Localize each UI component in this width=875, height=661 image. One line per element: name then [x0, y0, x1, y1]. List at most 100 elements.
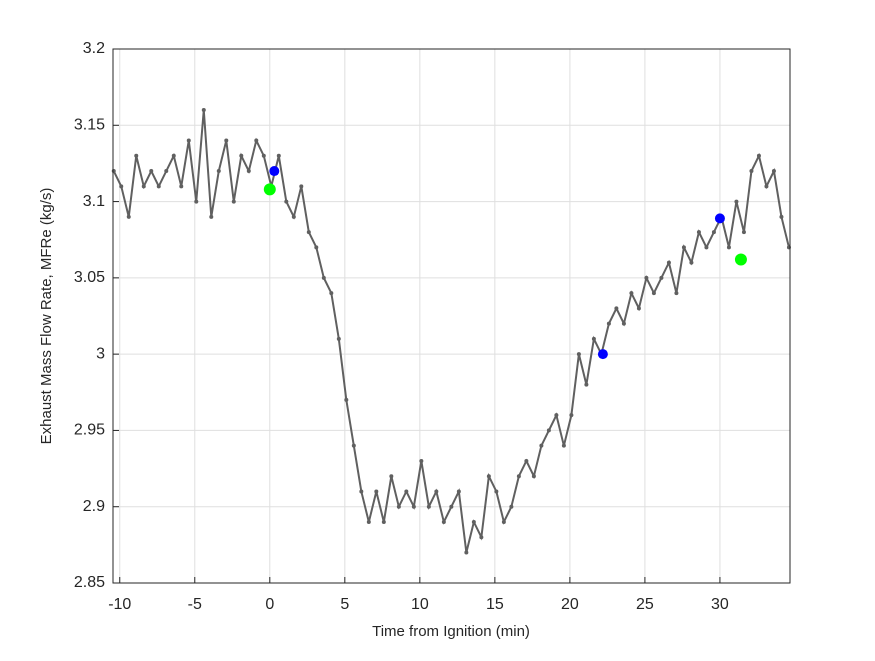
data-point [629, 291, 634, 296]
x-tick-label: 0 [265, 596, 274, 613]
data-point [764, 184, 769, 189]
data-point [464, 550, 469, 555]
data-point [591, 336, 596, 341]
data-point [614, 306, 619, 311]
data-point [156, 184, 161, 189]
x-tick-label: 30 [711, 596, 729, 613]
data-point [276, 153, 281, 158]
data-point [696, 230, 701, 235]
x-tick-label: -10 [108, 596, 131, 613]
data-point [179, 184, 184, 189]
data-point [389, 474, 394, 479]
y-tick-label: 3.2 [83, 40, 105, 57]
data-point [359, 489, 364, 494]
data-point [471, 519, 476, 524]
data-point [666, 260, 671, 265]
data-point [501, 519, 506, 524]
data-point [366, 519, 371, 524]
data-point [779, 214, 784, 219]
data-point [494, 489, 499, 494]
data-point [201, 108, 206, 113]
data-point [621, 321, 626, 326]
data-point [141, 184, 146, 189]
marker [734, 253, 747, 266]
data-point [516, 474, 521, 479]
y-tick-label: 3 [96, 345, 105, 362]
x-tick-label: 10 [411, 596, 429, 613]
data-point [576, 352, 581, 357]
data-point [411, 504, 416, 509]
data-point [606, 321, 611, 326]
data-point [344, 397, 349, 402]
data-point [689, 260, 694, 265]
y-tick-label: 2.95 [74, 422, 105, 439]
data-point [531, 474, 536, 479]
x-tick-label: 20 [561, 596, 579, 613]
data-point [479, 535, 484, 540]
data-point [111, 169, 116, 174]
data-point [246, 169, 251, 174]
data-point [134, 153, 139, 158]
marker [263, 183, 276, 196]
data-point [734, 199, 739, 204]
data-point [321, 275, 326, 280]
data-point [651, 291, 656, 296]
data-point [741, 230, 746, 235]
data-point [119, 184, 124, 189]
data-point [149, 169, 154, 174]
data-point [231, 199, 236, 204]
data-point [749, 169, 754, 174]
data-point [404, 489, 409, 494]
data-point [524, 458, 529, 463]
x-tick-label: 15 [486, 596, 504, 613]
data-point [171, 153, 176, 158]
y-axis-label: Exhaust Mass Flow Rate, MFRe (kg/s) [38, 188, 55, 445]
data-point [239, 153, 244, 158]
marker [714, 213, 725, 224]
data-point [449, 504, 454, 509]
y-tick-label: 2.85 [74, 574, 105, 591]
data-point [224, 138, 229, 143]
data-point [546, 428, 551, 433]
data-point [254, 138, 259, 143]
marker [269, 166, 280, 177]
data-point [726, 245, 731, 250]
data-point [659, 275, 664, 280]
data-point [216, 169, 221, 174]
data-point [636, 306, 641, 311]
data-point [164, 169, 169, 174]
data-point [509, 504, 514, 509]
data-point [381, 519, 386, 524]
data-point [336, 336, 341, 341]
data-point [314, 245, 319, 250]
data-point [561, 443, 566, 448]
data-point [306, 230, 311, 235]
data-point [486, 474, 491, 479]
data-point [711, 230, 716, 235]
data-point [456, 489, 461, 494]
x-tick-label: -5 [188, 596, 202, 613]
data-point [434, 489, 439, 494]
data-point [569, 413, 574, 418]
y-tick-label: 3.15 [74, 117, 105, 134]
data-point [681, 245, 686, 250]
data-point [291, 214, 296, 219]
data-point [261, 153, 266, 158]
data-point [351, 443, 356, 448]
data-point [284, 199, 289, 204]
data-point [194, 199, 199, 204]
data-point [419, 458, 424, 463]
data-point [441, 519, 446, 524]
data-point [186, 138, 191, 143]
data-point [644, 275, 649, 280]
data-point [539, 443, 544, 448]
data-point [329, 291, 334, 296]
data-point [396, 504, 401, 509]
data-point [374, 489, 379, 494]
x-axis-label: Time from Ignition (min) [372, 623, 530, 640]
y-tick-label: 2.9 [83, 498, 105, 515]
y-tick-label: 3.05 [74, 269, 105, 286]
data-point [704, 245, 709, 250]
